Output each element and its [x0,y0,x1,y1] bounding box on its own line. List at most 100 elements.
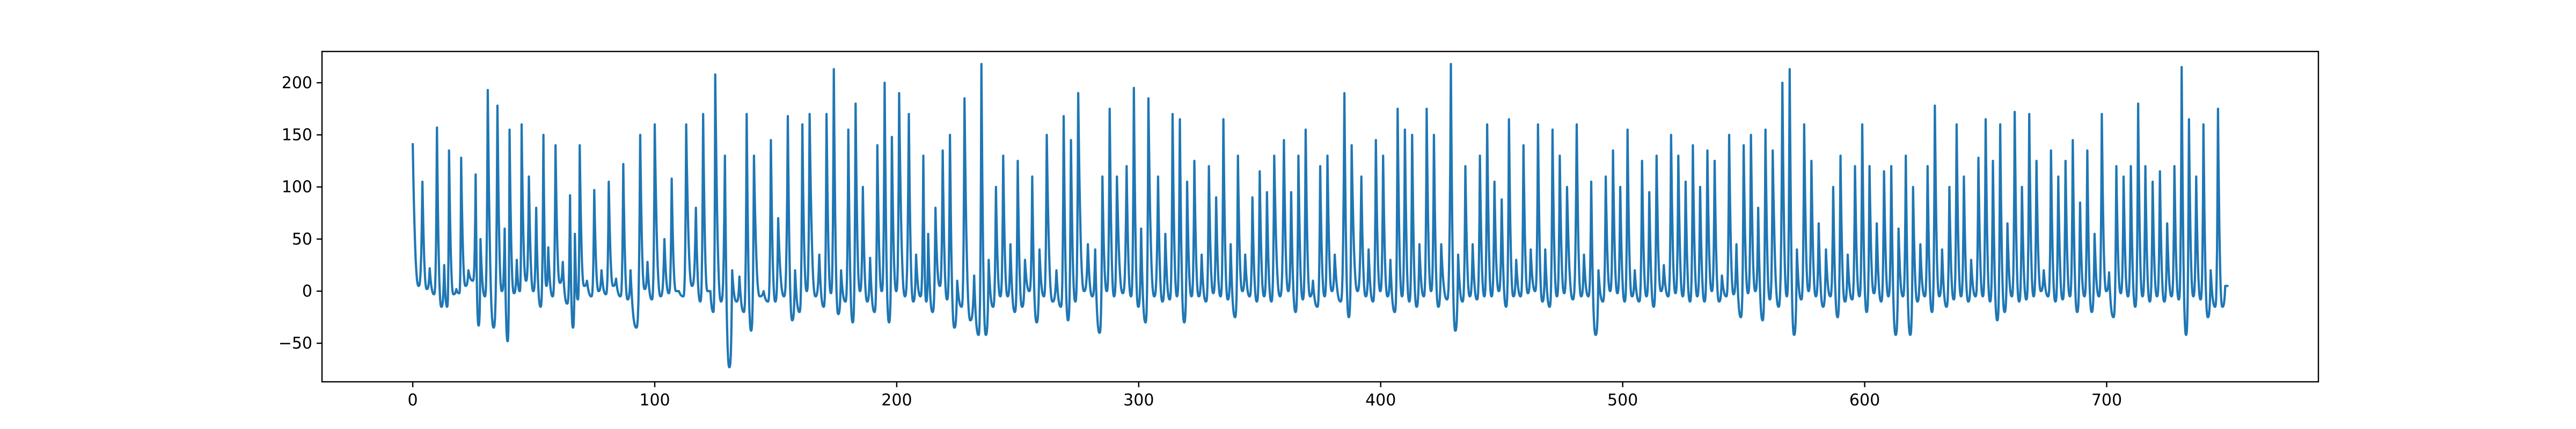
data-point [653,123,656,126]
data-point [1824,248,1827,251]
data-point [1706,149,1709,152]
data-point [1440,243,1443,246]
data-point [1030,175,1034,178]
data-point [479,238,482,241]
data-point [825,113,828,116]
data-point [1742,144,1745,147]
data-point [927,232,930,235]
data-point [2079,201,2082,204]
data-point [1583,253,1586,256]
data-point [1023,258,1027,262]
data-point [646,261,649,264]
data-point [1781,81,1784,84]
data-point [934,206,937,210]
data-point [1125,165,1128,168]
data-point [1500,198,1503,201]
data-point [897,92,901,95]
data-point [868,256,872,260]
data-point [2165,222,2169,225]
data-point [752,154,756,157]
data-point [1543,248,1547,251]
data-point [1200,253,1203,256]
data-point [1290,190,1293,194]
data-point [1214,196,1218,199]
data-point [1272,154,1276,157]
data-point [2057,175,2060,178]
data-point [854,102,857,105]
data-point [2013,110,2016,114]
data-point [714,73,717,76]
data-point [1536,123,1540,126]
data-point [2042,269,2045,272]
data-point [1045,134,1049,137]
data-point [2006,222,2009,225]
data-point [1360,175,1363,178]
series-layer [412,63,2229,368]
data-point [972,274,976,277]
data-point [701,113,705,116]
data-point [786,115,789,118]
data-point [1735,243,1738,246]
data-point [1343,92,1346,95]
data-point [1108,107,1111,110]
data-point [1374,138,1378,142]
data-point [1558,154,1561,157]
data-point [455,287,458,291]
data-point [1803,123,1806,126]
data-point [1077,92,1080,95]
data-point [2028,113,2031,116]
data-point [421,180,424,183]
data-point [1662,263,1665,267]
data-point [1236,154,1240,157]
data-point [1251,196,1254,199]
data-point [1721,274,1724,277]
data-point [1565,186,1569,189]
data-point [2216,107,2220,110]
data-point [1970,258,1973,262]
data-point [2115,165,2118,168]
data-point [1101,175,1104,178]
data-point [1163,232,1167,235]
data-point [515,258,518,262]
data-point [1529,248,1532,251]
data-point [1001,154,1005,157]
data-point [443,263,446,267]
data-point [1795,248,1798,251]
data-point [1432,134,1436,137]
data-point [723,154,727,157]
y-tick-label: 200 [282,73,312,92]
data-point [1193,159,1196,162]
data-point [1771,149,1774,152]
data-point [467,269,470,272]
x-tick-label: 300 [1123,391,1154,410]
data-point [685,123,688,126]
data-point [1115,175,1118,178]
x-tick-label: 600 [1849,391,1880,410]
data-point [2071,138,2074,142]
data-point [1493,180,1496,183]
data-point [535,206,538,210]
data-point [1016,159,1019,162]
data-point [1861,123,1864,126]
data-point [568,194,572,197]
data-point [1094,248,1097,251]
data-point [1977,156,1980,159]
data-point [486,88,489,92]
data-point [2136,102,2140,105]
data-point [2035,159,2038,162]
data-point [1350,144,1353,147]
data-point [922,154,925,157]
data-point [1522,144,1525,147]
data-point [1457,253,1460,256]
data-point [592,188,596,191]
data-point [1514,258,1518,262]
data-point [1179,117,1182,121]
data-point [2050,149,2053,152]
data-point [730,269,734,272]
data-point [883,81,886,84]
y-tick-label: 150 [282,125,312,144]
data-point [1304,128,1307,131]
data-point [1282,138,1285,142]
data-point [578,144,581,147]
data-point [890,135,894,138]
